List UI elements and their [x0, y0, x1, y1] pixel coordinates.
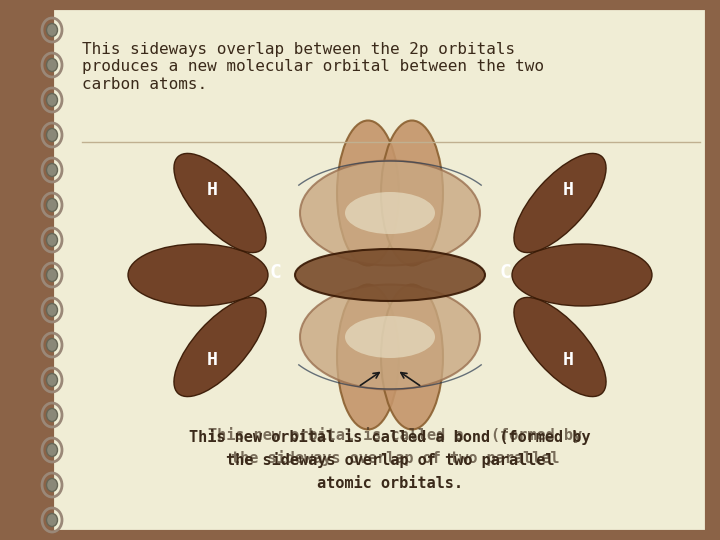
Text: the sideways overlap of two parallel: the sideways overlap of two parallel [230, 450, 559, 466]
Ellipse shape [47, 58, 58, 71]
Ellipse shape [514, 153, 606, 253]
Text: H: H [562, 351, 573, 369]
Ellipse shape [345, 192, 435, 234]
Text: H: H [207, 181, 217, 199]
Ellipse shape [47, 478, 58, 491]
Ellipse shape [47, 443, 58, 456]
Text: C: C [269, 264, 281, 282]
Text: H: H [207, 351, 217, 369]
Ellipse shape [381, 285, 443, 429]
Ellipse shape [47, 199, 58, 212]
Ellipse shape [514, 298, 606, 396]
Ellipse shape [128, 244, 268, 306]
Ellipse shape [174, 153, 266, 253]
Text: This new orbital is called a bond (formed by: This new orbital is called a bond (forme… [189, 429, 590, 445]
Ellipse shape [47, 303, 58, 316]
Ellipse shape [47, 164, 58, 177]
Ellipse shape [512, 244, 652, 306]
Ellipse shape [47, 514, 58, 526]
Ellipse shape [345, 316, 435, 358]
Ellipse shape [300, 285, 480, 389]
Text: C: C [499, 264, 511, 282]
Text: the sideways overlap of two parallel: the sideways overlap of two parallel [226, 452, 554, 468]
Ellipse shape [47, 233, 58, 246]
Text: atomic orbitals.: atomic orbitals. [317, 476, 463, 490]
Ellipse shape [295, 249, 485, 301]
Ellipse shape [381, 120, 443, 266]
Ellipse shape [300, 160, 480, 266]
Text: This new orbital is called a   (formed by: This new orbital is called a (formed by [208, 427, 582, 443]
Ellipse shape [47, 268, 58, 281]
Ellipse shape [337, 285, 399, 429]
FancyBboxPatch shape [52, 8, 707, 532]
Ellipse shape [47, 339, 58, 352]
Ellipse shape [337, 120, 399, 266]
Ellipse shape [47, 93, 58, 106]
Text: H: H [562, 181, 573, 199]
Ellipse shape [174, 298, 266, 396]
Ellipse shape [47, 24, 58, 37]
Ellipse shape [47, 374, 58, 387]
Ellipse shape [47, 408, 58, 422]
Ellipse shape [47, 129, 58, 141]
Text: This sideways overlap between the 2p orbitals
produces a new molecular orbital b: This sideways overlap between the 2p orb… [82, 42, 544, 92]
